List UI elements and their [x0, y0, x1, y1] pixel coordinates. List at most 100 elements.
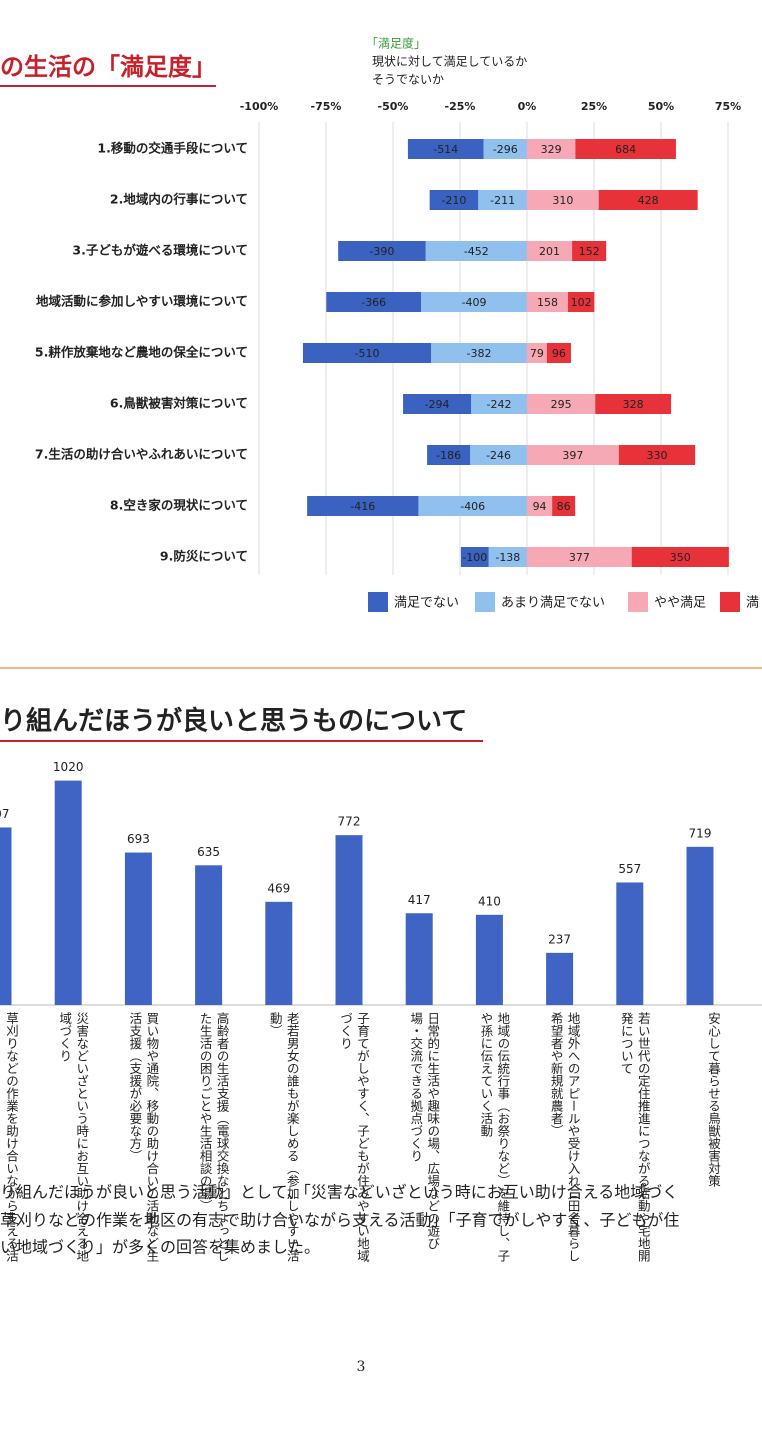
legend-swatch — [368, 592, 388, 612]
bar-segment — [302, 343, 432, 363]
x-tick-label: 75% — [715, 100, 741, 113]
data-label: 79 — [530, 347, 544, 360]
bar-segment — [527, 496, 553, 516]
bar-segment — [460, 547, 489, 567]
bar — [124, 852, 152, 1005]
category-label: 災害などいざという時にお互い助け合える地域づくり — [57, 1012, 90, 1262]
category-label: 9.防災について — [160, 549, 248, 564]
bar — [546, 952, 574, 1005]
x-tick-label: 50% — [648, 100, 674, 113]
bar-segment — [427, 445, 471, 465]
category-label: 安心して暮らせる鳥獣被害対策 — [706, 1012, 721, 1187]
category-label: 3.子どもが遊べる環境について — [72, 243, 248, 258]
data-label: 428 — [638, 194, 659, 207]
bar-segment — [488, 547, 527, 567]
bar-segment — [527, 190, 599, 210]
bar — [335, 835, 363, 1005]
data-label: 469 — [267, 881, 290, 895]
category-label: 高齢者の生活支援（電球交換などちょっとした生活の困りごとや生活相談の場） — [197, 1012, 230, 1262]
bar-segment — [527, 445, 619, 465]
bar-segment — [567, 292, 595, 312]
bar-segment — [407, 139, 484, 159]
data-label: -246 — [486, 449, 511, 462]
bar-segment — [572, 241, 607, 261]
category-label: 8.空き家の現状について — [110, 498, 248, 513]
bar — [54, 780, 82, 1005]
data-label: -211 — [490, 194, 515, 207]
data-label: 410 — [478, 894, 501, 908]
bar-segment — [527, 547, 632, 567]
bar-segment — [338, 241, 426, 261]
category-label: 草刈りなどの作業を助け合いながら支える活 — [4, 1012, 19, 1262]
category-label: 6.鳥獣被害対策について — [110, 396, 248, 411]
data-label: 719 — [689, 826, 712, 840]
paragraph-line: り組んだほうが良いと思う活動」として、「災害などいざという時にお互い助け合える地… — [0, 1183, 678, 1202]
data-label: -294 — [425, 398, 450, 411]
x-tick-label: 0% — [518, 100, 537, 113]
bar-segment — [527, 394, 596, 414]
bar-segment — [421, 292, 527, 312]
x-tick-label: -75% — [311, 100, 342, 113]
data-label: -390 — [369, 245, 394, 258]
bar-segment — [483, 139, 527, 159]
annotation: 「満足度」 — [366, 36, 426, 51]
data-label: 635 — [197, 845, 220, 859]
data-label: 328 — [623, 398, 644, 411]
category-label: 買い物や通院、移動の助け合いの活動など生活支援（支援が必要な方） — [127, 1012, 160, 1262]
data-label: 237 — [548, 932, 571, 946]
bar-segment — [478, 190, 527, 210]
bar-segment — [429, 190, 479, 210]
category-label: 老若男女の誰もが楽しめる（参加しやすい活動） — [267, 1012, 300, 1262]
data-label: -296 — [493, 143, 518, 156]
category-label: 7.生活の助け合いやふれあいについて — [35, 447, 248, 462]
bar-segment — [425, 241, 527, 261]
bar — [0, 827, 12, 1005]
bar-segment — [431, 343, 527, 363]
data-label: -242 — [487, 398, 512, 411]
bar-segment — [552, 496, 576, 516]
bar-segment — [527, 139, 576, 159]
data-label: 417 — [408, 893, 431, 907]
category-label: 2.地域内の行事について — [110, 192, 248, 207]
bar-segment — [471, 394, 527, 414]
data-label: -406 — [460, 500, 485, 513]
data-label: -409 — [462, 296, 487, 309]
data-label: -416 — [350, 500, 375, 513]
bar-segment — [598, 190, 698, 210]
x-tick-label: -50% — [378, 100, 409, 113]
data-label: -514 — [433, 143, 458, 156]
bar-segment — [618, 445, 696, 465]
bar-segment — [403, 394, 472, 414]
bar-segment — [307, 496, 419, 516]
data-label: -186 — [436, 449, 461, 462]
bar-segment — [470, 445, 527, 465]
data-label: 807 — [0, 807, 9, 821]
legend-swatch — [475, 592, 495, 612]
data-label: 693 — [127, 832, 150, 846]
data-label: 1020 — [53, 760, 84, 774]
data-label: -138 — [495, 551, 520, 564]
data-label: 152 — [579, 245, 600, 258]
category-label: 1.移動の交通手段について — [97, 141, 248, 156]
annotation: 現状に対して満足しているか — [372, 55, 527, 69]
bar — [405, 913, 433, 1005]
legend-label: 満 — [746, 596, 759, 611]
bar — [195, 865, 223, 1005]
data-label: 295 — [551, 398, 572, 411]
data-label: -100 — [462, 551, 487, 564]
bar — [686, 846, 714, 1005]
category-label: 5.耕作放棄地など農地の保全について — [35, 345, 248, 360]
category-label: 地域外へのアピールや受け入れ（田舎暮らし希望者や新規就農者） — [548, 1012, 581, 1262]
category-label: 若い世代の定住推進につながる活動や宅地開発について — [618, 1012, 651, 1262]
category-label: 子育てがしやすく、子どもが住みやすい地域づくり — [338, 1012, 370, 1262]
data-label: 330 — [646, 449, 667, 462]
data-label: 557 — [618, 862, 641, 876]
bar-segment — [546, 343, 571, 363]
x-tick-label: -25% — [445, 100, 476, 113]
data-label: 102 — [571, 296, 592, 309]
bar-segment — [418, 496, 527, 516]
category-label: 地域活動に参加しやすい環境について — [36, 294, 248, 309]
data-label: 158 — [537, 296, 558, 309]
section-title: り組んだほうが良いと思うものについて — [0, 706, 467, 737]
